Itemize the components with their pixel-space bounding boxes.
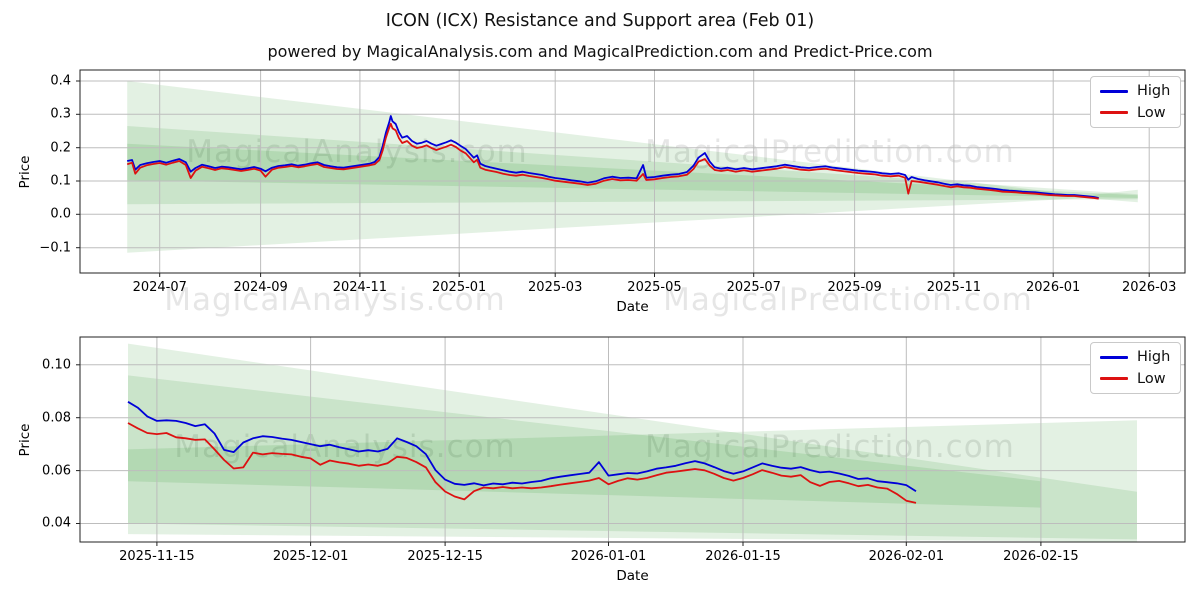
top-chart-x-tick-label: 2025-09 <box>827 280 882 295</box>
figure-title: ICON (ICX) Resistance and Support area (… <box>385 11 815 31</box>
bottom-chart-tick-marks <box>76 364 1042 546</box>
bottom-chart-x-tick-label: 2026-01-01 <box>570 549 647 564</box>
high-line-swatch <box>1100 355 1128 359</box>
top-chart-x-tick-label: 2024-11 <box>332 280 388 295</box>
top-chart-band <box>127 126 1138 205</box>
watermark-text: MagicalPrediction.com <box>663 282 1033 318</box>
top-chart-x-tick-label: 2024-07 <box>132 280 187 295</box>
bottom-chart-band <box>128 375 1041 508</box>
watermark-text: MagicalAnalysis.com <box>164 282 506 318</box>
bottom-chart-legend: High Low <box>1090 342 1182 394</box>
legend-item-low: Low <box>1100 370 1170 387</box>
bottom-chart-plot-border <box>79 336 1186 543</box>
bottom-chart-y-tick-label: 0.04 <box>42 515 71 531</box>
top-chart-y-tick-label: 0.3 <box>50 106 71 122</box>
bottom-chart-grid <box>80 337 1185 542</box>
top-chart-x-tick-label: 2025-05 <box>627 280 682 295</box>
bottom-chart-y-axis-label: Price <box>17 423 33 456</box>
top-chart-legend: High Low <box>1090 76 1182 128</box>
bottom-chart-x-tick-label: 2025-12-01 <box>272 549 349 564</box>
legend-item-high: High <box>1100 84 1170 99</box>
bottom-chart-y-tick-label: 0.10 <box>42 357 71 373</box>
top-chart-x-tick-label: 2024-09 <box>233 280 288 295</box>
bottom-chart-band <box>128 343 1137 542</box>
top-chart-low-line <box>126 122 1099 200</box>
low-line-swatch <box>1100 111 1128 115</box>
bottom-chart-x-tick-label: 2025-11-15 <box>119 549 195 564</box>
top-chart-band <box>127 81 1138 253</box>
figure-subtitle: powered by MagicalAnalysis.com and Magic… <box>267 42 933 61</box>
top-chart-high-line <box>127 115 1099 199</box>
top-chart-x-tick-label: 2025-11 <box>926 280 982 295</box>
top-chart-x-tick-label: 2025-01 <box>432 280 487 295</box>
legend-item-high: High <box>1100 350 1170 365</box>
top-chart-plot-border <box>79 69 1186 274</box>
top-chart-y-axis-label: Price <box>17 155 33 188</box>
legend-item-low: Low <box>1100 104 1170 121</box>
bottom-chart-y-tick-label: 0.06 <box>42 463 71 479</box>
high-line-swatch <box>1100 89 1128 93</box>
top-chart-y-tick-label: −0.1 <box>39 240 71 256</box>
legend-label: High <box>1137 349 1171 365</box>
top-chart-x-axis-label: Date <box>616 299 649 315</box>
watermark-text: MagicalAnalysis.com <box>174 429 515 465</box>
legend-label: Low <box>1137 370 1166 387</box>
watermark-text: MagicalPrediction.com <box>645 429 1015 465</box>
top-chart-x-tick-label: 2026-03 <box>1122 280 1177 295</box>
watermark-text: MagicalAnalysis.com <box>186 134 527 170</box>
top-chart-x-tick-label: 2026-01 <box>1026 280 1081 295</box>
watermark-text: MagicalPrediction.com <box>645 134 1015 170</box>
bottom-chart-y-tick-label: 0.08 <box>42 410 71 426</box>
bottom-chart-high-line <box>127 401 917 492</box>
low-line-swatch <box>1100 377 1128 381</box>
legend-label: High <box>1137 83 1171 99</box>
bottom-chart-x-axis-label: Date <box>616 568 649 584</box>
legend-label: Low <box>1137 104 1166 121</box>
top-chart-x-tick-label: 2025-07 <box>726 280 781 295</box>
top-chart-y-tick-label: 0.1 <box>50 173 71 189</box>
bottom-chart-support-resistance-bands <box>128 343 1137 542</box>
top-chart-tick-marks <box>76 80 1150 277</box>
bottom-chart-low-line <box>127 422 917 504</box>
top-chart-y-tick-label: 0.4 <box>50 73 71 89</box>
top-chart-x-tick-label: 2025-03 <box>528 280 583 295</box>
bottom-chart-x-tick-label: 2026-02-15 <box>1003 549 1079 564</box>
top-chart-y-tick-label: 0.0 <box>50 206 71 222</box>
top-chart-y-tick-label: 0.2 <box>50 140 71 156</box>
bottom-chart-x-tick-label: 2025-12-15 <box>407 549 483 564</box>
bottom-chart-x-tick-label: 2026-01-15 <box>705 549 781 564</box>
bottom-chart-x-tick-label: 2026-02-01 <box>868 549 945 564</box>
